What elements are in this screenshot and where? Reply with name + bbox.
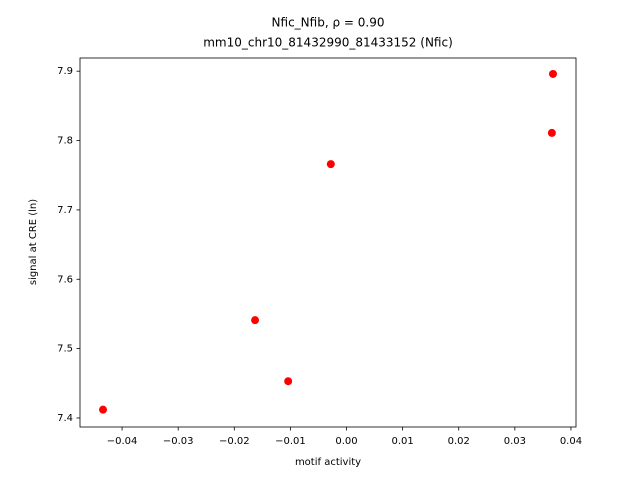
x-tick-label: −0.01: [275, 436, 306, 447]
x-axis-label: motif activity: [295, 457, 361, 468]
point: [99, 405, 108, 414]
plot-frame: [79, 57, 577, 428]
y-axis-label: signal at CRE (ln): [28, 199, 39, 285]
point: [251, 316, 260, 325]
x-tick-label: −0.03: [163, 436, 194, 447]
y-tick-label: 7.8: [57, 136, 73, 147]
x-tick-label: 0.03: [504, 436, 526, 447]
point: [326, 160, 335, 169]
y-tick-label: 7.9: [57, 66, 73, 77]
y-tick-label: 7.6: [57, 274, 73, 285]
x-tick-label: −0.04: [107, 436, 138, 447]
y-tick-label: 7.5: [57, 344, 73, 355]
x-tick-label: 0.04: [560, 436, 582, 447]
y-tick-label: 7.4: [57, 413, 73, 424]
x-tick-label: 0.02: [448, 436, 470, 447]
y-tick-label: 7.7: [57, 205, 73, 216]
point: [548, 69, 557, 78]
x-tick-label: 0.01: [391, 436, 413, 447]
chart-title: Nfic_Nfib, ρ = 0.90: [272, 16, 385, 30]
x-tick-label: 0.00: [335, 436, 357, 447]
x-tick-label: −0.02: [219, 436, 250, 447]
point: [547, 128, 556, 137]
chart-subtitle: mm10_chr10_81432990_81433152 (Nfic): [203, 36, 453, 50]
point: [284, 377, 293, 386]
